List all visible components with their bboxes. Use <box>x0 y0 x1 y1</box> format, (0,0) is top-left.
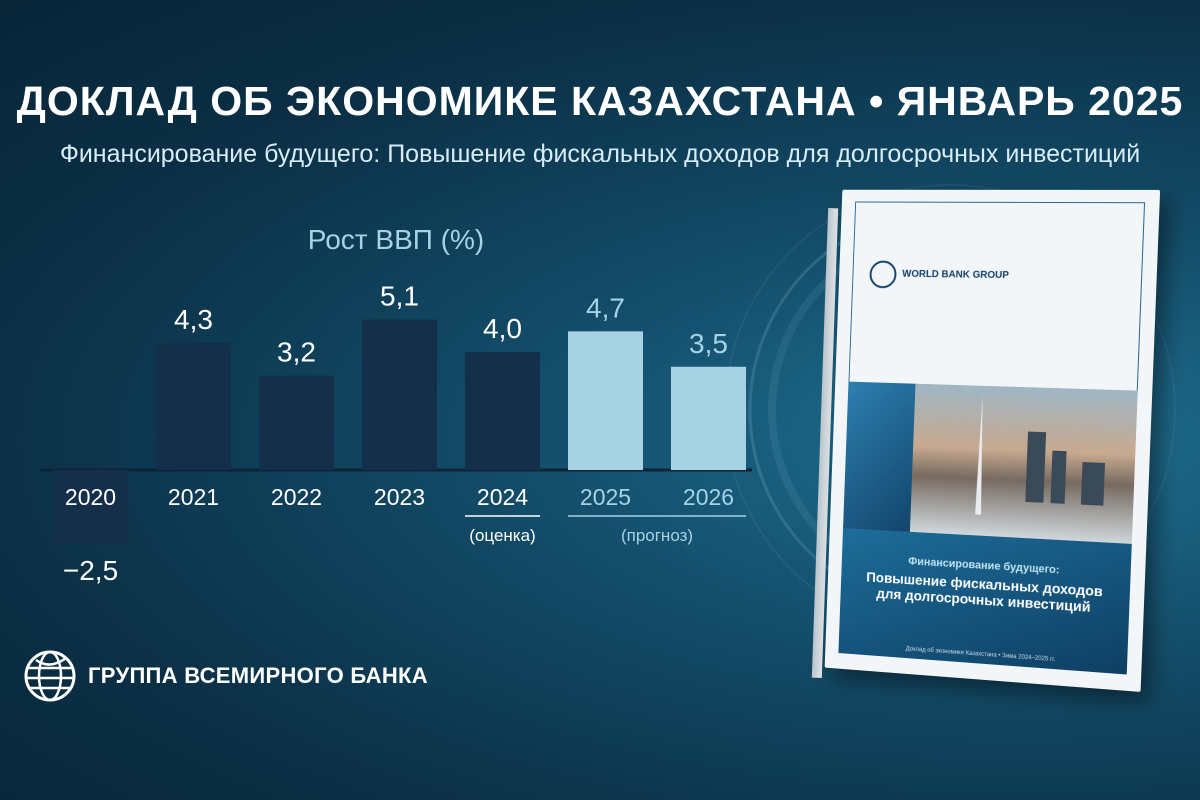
tick-label-2020: 2020 <box>65 484 116 510</box>
book-cover: WORLD BANK GROUP Финансирование будущего… <box>825 190 1161 692</box>
cover-tower <box>1050 451 1066 504</box>
value-label-2023: 5,1 <box>380 281 419 312</box>
tick-label-2024: 2024 <box>477 484 528 510</box>
cover-photo-band <box>843 382 915 532</box>
bar-2026 <box>671 367 746 470</box>
value-label-2025: 4,7 <box>586 292 625 323</box>
value-label-2026: 3,5 <box>689 328 728 359</box>
bar-2021 <box>156 343 231 470</box>
cover-logo: WORLD BANK GROUP <box>869 260 1009 290</box>
bar-2023 <box>362 320 437 470</box>
value-label-2020: −2,5 <box>63 555 118 586</box>
tick-label-2026: 2026 <box>683 484 734 510</box>
annotation-label: (оценка) <box>469 526 535 545</box>
value-label-2022: 3,2 <box>277 337 316 368</box>
world-bank-logo: ГРУППА ВСЕМИРНОГО БАНКА <box>22 648 428 704</box>
cover-tower <box>1081 462 1105 506</box>
tick-label-2021: 2021 <box>168 484 219 510</box>
world-bank-logo-text: ГРУППА ВСЕМИРНОГО БАНКА <box>88 663 428 689</box>
bar-2022 <box>259 376 334 470</box>
tick-label-2025: 2025 <box>580 484 631 510</box>
cover-globe-icon <box>869 260 897 288</box>
value-label-2024: 4,0 <box>483 313 522 344</box>
bar-2025 <box>568 331 643 470</box>
chart-title: Рост ВВП (%) <box>308 224 484 255</box>
world-bank-globe-icon <box>22 648 78 704</box>
cover-logo-text: WORLD BANK GROUP <box>902 270 1009 281</box>
tick-label-2023: 2023 <box>374 484 425 510</box>
annotation-label: (прогноз) <box>621 526 693 545</box>
report-cover: WORLD BANK GROUP Финансирование будущего… <box>820 190 1165 700</box>
cover-tower <box>1025 432 1046 503</box>
value-label-2021: 4,3 <box>174 304 213 335</box>
tick-label-2022: 2022 <box>271 484 322 510</box>
bar-2024 <box>465 352 540 470</box>
